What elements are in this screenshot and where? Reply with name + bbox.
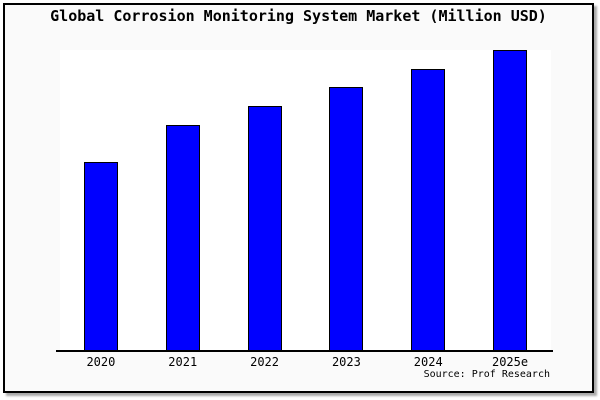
x-tick-2023: 2023 <box>331 355 361 369</box>
x-tick-2024: 2024 <box>413 355 443 369</box>
bar-slot-2024 <box>387 50 469 350</box>
x-tick-2025e: 2025e <box>491 355 529 369</box>
chart-title: Global Corrosion Monitoring System Marke… <box>50 7 547 25</box>
bar-2025e <box>493 50 528 350</box>
bar-slot-2023 <box>305 50 387 350</box>
bar-2023 <box>329 87 364 350</box>
bar-2020 <box>83 162 118 350</box>
x-tick-2022: 2022 <box>250 355 280 369</box>
bar-2024 <box>411 69 446 350</box>
bar-slot-2020 <box>60 50 142 350</box>
bar-slot-2025e <box>469 50 551 350</box>
chart-card: Global Corrosion Monitoring System Marke… <box>3 3 594 393</box>
plot-area <box>60 50 551 350</box>
source-note: Source: Prof Research <box>423 369 550 380</box>
x-axis-labels: 2020 2021 2022 2023 2024 2025e <box>60 355 551 369</box>
x-tick-2020: 2020 <box>86 355 116 369</box>
bar-2022 <box>247 106 282 350</box>
bar-2021 <box>165 125 200 350</box>
bar-slot-2021 <box>142 50 224 350</box>
bar-slot-2022 <box>224 50 306 350</box>
x-tick-2021: 2021 <box>168 355 198 369</box>
x-axis-line <box>56 350 553 352</box>
